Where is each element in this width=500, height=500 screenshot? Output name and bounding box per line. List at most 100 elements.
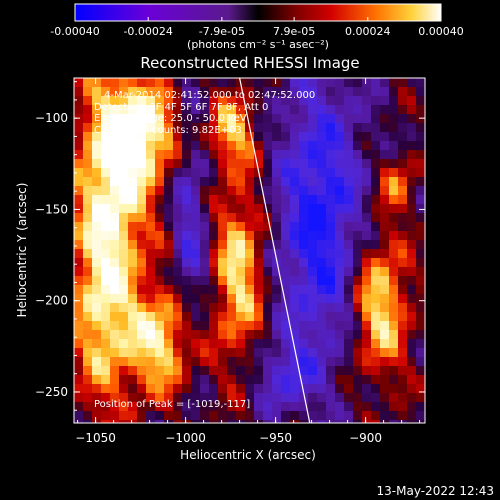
heatmap-cell bbox=[371, 330, 381, 340]
heatmap-cell bbox=[92, 123, 102, 133]
heatmap-cell bbox=[110, 294, 120, 304]
heatmap-cell bbox=[236, 411, 246, 421]
heatmap-cell bbox=[281, 150, 291, 160]
heatmap-cell bbox=[83, 375, 93, 385]
heatmap-cell bbox=[398, 114, 408, 124]
heatmap-cell bbox=[236, 186, 246, 196]
heatmap-cell bbox=[191, 348, 201, 358]
heatmap-cell bbox=[236, 339, 246, 349]
heatmap-cell bbox=[164, 303, 174, 313]
heatmap-cell bbox=[263, 78, 273, 88]
heatmap-cell bbox=[398, 420, 408, 423]
heatmap-cell bbox=[110, 87, 120, 97]
heatmap-cell bbox=[236, 123, 246, 133]
heatmap-cell bbox=[380, 375, 390, 385]
heatmap-cell bbox=[146, 96, 156, 106]
heatmap-cell bbox=[335, 366, 345, 376]
heatmap-cell bbox=[83, 231, 93, 241]
heatmap-cell bbox=[137, 357, 147, 367]
heatmap-cell bbox=[74, 312, 84, 322]
heatmap-cell bbox=[173, 321, 183, 331]
footer-timestamp: 13-May-2022 12:43 bbox=[377, 484, 494, 498]
heatmap-cell bbox=[209, 303, 219, 313]
heatmap-cell bbox=[317, 213, 327, 223]
heatmap-cell bbox=[398, 366, 408, 376]
heatmap-cell bbox=[362, 186, 372, 196]
heatmap-cell bbox=[227, 195, 237, 205]
heatmap-cell bbox=[353, 294, 363, 304]
heatmap-cell bbox=[101, 267, 111, 277]
heatmap-cell bbox=[335, 150, 345, 160]
heatmap-cell bbox=[362, 204, 372, 214]
heatmap-cell bbox=[155, 132, 165, 142]
heatmap-cell bbox=[119, 393, 129, 403]
heatmap-cell bbox=[119, 213, 129, 223]
heatmap-cell bbox=[119, 123, 129, 133]
heatmap-cell bbox=[227, 141, 237, 151]
heatmap-cell bbox=[164, 222, 174, 232]
heatmap-cell bbox=[74, 141, 84, 151]
heatmap-cell bbox=[326, 213, 336, 223]
heatmap-cell bbox=[416, 159, 425, 169]
heatmap-cell bbox=[344, 420, 354, 423]
heatmap-cell bbox=[353, 204, 363, 214]
colorbar-tick-label: 7.9e-05 bbox=[273, 25, 315, 38]
heatmap-cell bbox=[308, 132, 318, 142]
heatmap-cell bbox=[137, 231, 147, 241]
heatmap-cell bbox=[83, 141, 93, 151]
heatmap-cell bbox=[191, 366, 201, 376]
heatmap-cell bbox=[74, 168, 84, 178]
heatmap-cell bbox=[389, 141, 399, 151]
heatmap-cell bbox=[83, 168, 93, 178]
heatmap-cell bbox=[371, 393, 381, 403]
heatmap-cell bbox=[308, 294, 318, 304]
heatmap-cell bbox=[281, 294, 291, 304]
heatmap-cell bbox=[92, 141, 102, 151]
heatmap-cell bbox=[182, 384, 192, 394]
heatmap-cell bbox=[191, 357, 201, 367]
heatmap-cell bbox=[254, 357, 264, 367]
heatmap-cell bbox=[335, 249, 345, 259]
heatmap-cell bbox=[281, 222, 291, 232]
heatmap-cell bbox=[254, 321, 264, 331]
heatmap-cell bbox=[110, 78, 120, 88]
heatmap-cell bbox=[380, 96, 390, 106]
heatmap-cell bbox=[110, 114, 120, 124]
heatmap-cell bbox=[317, 132, 327, 142]
heatmap-cell bbox=[218, 213, 228, 223]
heatmap-cell bbox=[308, 366, 318, 376]
colorbar-tick-label: -7.9e-05 bbox=[199, 25, 245, 38]
heatmap-cell bbox=[416, 267, 425, 277]
heatmap-cell bbox=[263, 267, 273, 277]
heatmap-cell bbox=[335, 303, 345, 313]
heatmap-cell bbox=[173, 96, 183, 106]
heatmap-cell bbox=[272, 87, 282, 97]
heatmap-cell bbox=[290, 303, 300, 313]
heatmap-cell bbox=[191, 321, 201, 331]
heatmap-cell bbox=[362, 231, 372, 241]
heatmap-cell bbox=[308, 186, 318, 196]
heatmap-cell bbox=[74, 240, 84, 250]
heatmap-cell bbox=[308, 78, 318, 88]
heatmap-cell bbox=[227, 411, 237, 421]
heatmap-cell bbox=[200, 240, 210, 250]
heatmap-cell bbox=[308, 159, 318, 169]
heatmap-cell bbox=[308, 150, 318, 160]
heatmap-cell bbox=[317, 375, 327, 385]
heatmap-cell bbox=[83, 114, 93, 124]
heatmap-cell bbox=[227, 348, 237, 358]
heatmap-cell bbox=[245, 132, 255, 142]
heatmap-cell bbox=[254, 141, 264, 151]
heatmap-cell bbox=[146, 123, 156, 133]
heatmap-cell bbox=[209, 348, 219, 358]
heatmap-cell bbox=[236, 420, 246, 423]
heatmap-cell bbox=[200, 78, 210, 88]
heatmap-cell bbox=[101, 141, 111, 151]
heatmap-cell bbox=[155, 339, 165, 349]
heatmap-cell bbox=[182, 267, 192, 277]
heatmap-cell bbox=[119, 411, 129, 421]
heatmap-cell bbox=[101, 393, 111, 403]
colorbar-tick-label: 0.00040 bbox=[418, 25, 464, 38]
heatmap-cell bbox=[245, 366, 255, 376]
heatmap-cell bbox=[254, 267, 264, 277]
